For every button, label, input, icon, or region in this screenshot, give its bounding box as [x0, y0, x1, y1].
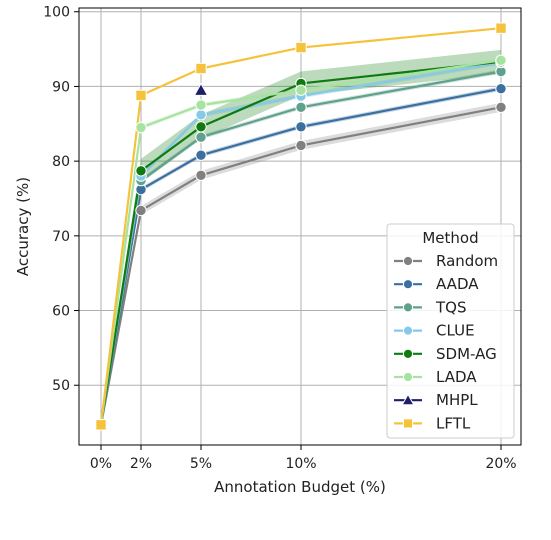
lftl-point [295, 41, 307, 54]
legend-item-sdm-ag: SDM-AG [394, 345, 497, 363]
x-tick-label: 10% [285, 456, 316, 472]
legend-label: MHPL [436, 391, 478, 409]
lada-point [135, 121, 147, 134]
y-tick-label: 70 [52, 229, 70, 245]
tqs-point [195, 131, 207, 143]
mhpl-point [193, 82, 209, 96]
lada-point [495, 54, 507, 66]
legend-swatch-marker [402, 325, 414, 336]
y-tick-label: 100 [43, 5, 70, 21]
legend-item-clue: CLUE [394, 322, 475, 340]
x-tick-label: 5% [190, 456, 212, 472]
legend-swatch-marker [402, 348, 414, 359]
clue-point [195, 109, 207, 121]
legend-label: SDM-AG [436, 345, 497, 363]
legend-label: AADA [436, 275, 479, 293]
lftl-point [495, 22, 507, 34]
legend-title: Method [422, 229, 478, 247]
legend-swatch-marker [402, 255, 414, 267]
sdm-ag-point [135, 165, 147, 177]
y-axis-label: Accuracy (%) [14, 177, 32, 276]
legend-swatch-marker [401, 393, 415, 406]
tqs-point [295, 101, 307, 114]
aada-point [295, 121, 307, 133]
x-tick-label: 0% [90, 456, 112, 472]
random-point [135, 204, 147, 217]
sdm-ag-point [195, 121, 207, 133]
y-tick-label: 60 [52, 304, 70, 320]
legend-swatch-marker [402, 418, 414, 429]
legend-box [386, 223, 515, 439]
random-point [195, 169, 207, 182]
legend-swatch-marker [402, 371, 414, 383]
legend-item-lftl: LFTL [394, 414, 471, 432]
legend-label: CLUE [436, 322, 475, 340]
legend-label: TQS [435, 298, 467, 316]
random-point [295, 139, 307, 152]
lada-point [195, 99, 207, 111]
aada-point [195, 149, 207, 161]
x-axis-label: Annotation Budget (%) [214, 478, 386, 496]
series-markers [95, 22, 507, 431]
lftl-point [95, 419, 107, 431]
lftl-point [135, 89, 147, 102]
legend-item-mhpl: MHPL [394, 391, 478, 409]
legend: Method Random AADA TQS CLUE SDM-AG LADA MHPL LF… [386, 223, 515, 439]
random-point [495, 101, 507, 114]
legend-item-random: Random [394, 252, 498, 270]
x-tick-label: 20% [485, 456, 516, 472]
legend-item-aada: AADA [394, 275, 479, 293]
x-tick-label: 2% [130, 456, 152, 472]
legend-label: LADA [436, 368, 477, 386]
lftl-point [195, 62, 207, 75]
axis-ticks: 0% 2% 5% 10% 20% 50 60 70 80 90 100 [43, 5, 516, 472]
y-tick-label: 50 [52, 378, 70, 394]
legend-swatch-marker [402, 302, 414, 313]
y-tick-label: 90 [52, 79, 70, 95]
legend-swatch-marker [402, 279, 414, 290]
y-tick-label: 80 [52, 154, 70, 170]
legend-label: LFTL [436, 414, 471, 432]
legend-label: Random [436, 252, 498, 270]
lada-point [295, 84, 307, 96]
plot-area-frame [78, 7, 522, 446]
legend-item-tqs: TQS [394, 298, 467, 316]
aada-point [495, 82, 507, 95]
legend-item-lada: LADA [394, 368, 477, 386]
